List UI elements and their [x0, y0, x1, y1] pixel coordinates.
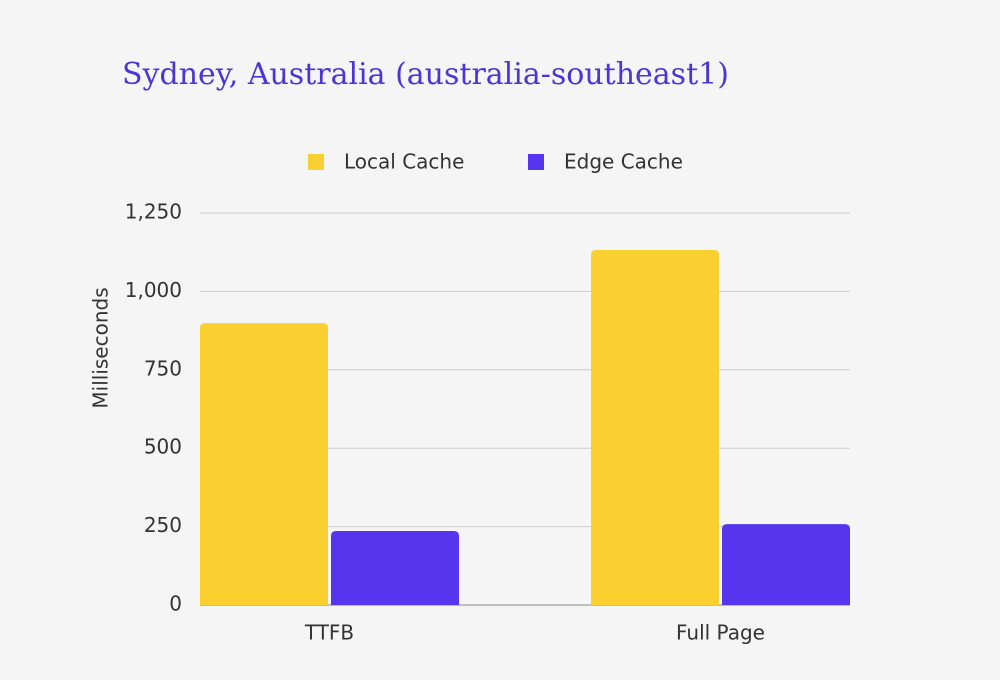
- y-tick-label: 1,000: [125, 278, 182, 302]
- y-tick-label: 750: [144, 356, 182, 380]
- y-tick-label: 250: [144, 513, 182, 537]
- bar: [331, 530, 459, 605]
- x-tick-label: TTFB: [304, 621, 354, 645]
- legend-swatch: [308, 154, 324, 170]
- y-tick-label: 500: [144, 435, 182, 459]
- legend-label: Local Cache: [344, 150, 464, 174]
- bar: [200, 323, 328, 605]
- y-tick-label: 0: [169, 592, 182, 616]
- legend-swatch: [528, 154, 544, 170]
- legend-label: Edge Cache: [564, 150, 683, 174]
- chart-title: Sydney, Australia (australia-southeast1): [122, 57, 729, 92]
- bar: [591, 250, 719, 605]
- y-tick-label: 1,250: [125, 200, 182, 224]
- x-tick-label: Full Page: [676, 621, 765, 645]
- y-axis-label: Milliseconds: [89, 287, 113, 408]
- bar: [722, 524, 850, 605]
